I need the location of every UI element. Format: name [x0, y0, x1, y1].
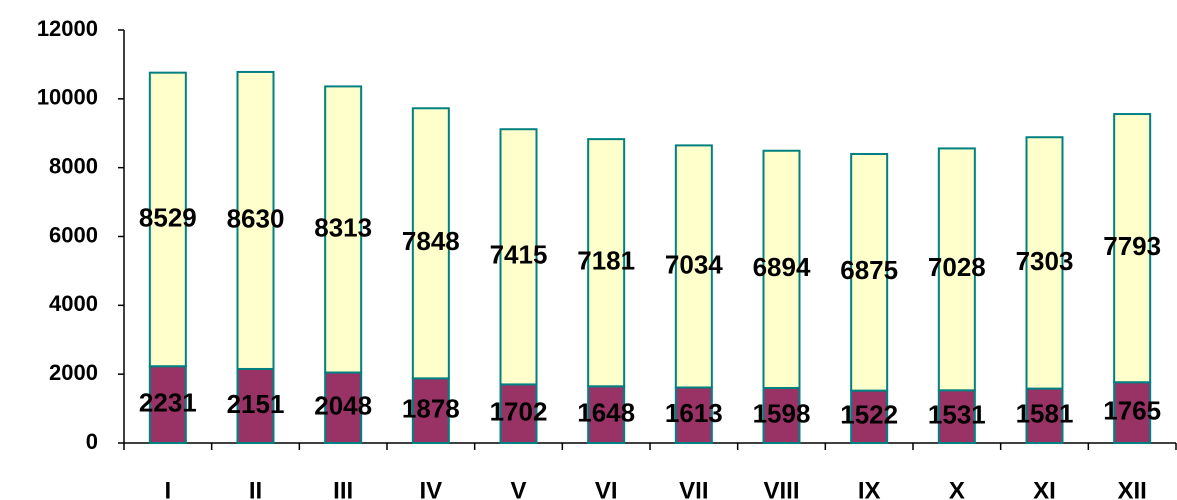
value-label: 8529 — [139, 202, 197, 232]
bar-segment — [587, 138, 626, 388]
bar-segment — [850, 389, 889, 444]
y-tick-label: 6000 — [49, 222, 98, 247]
bar-segment — [937, 147, 976, 392]
y-tick-label: 10000 — [37, 85, 98, 110]
y-tick-label: 4000 — [49, 291, 98, 316]
value-label: 1702 — [490, 397, 548, 427]
bar-segment — [762, 149, 801, 390]
value-label: 2151 — [227, 389, 285, 419]
bar-segment — [762, 387, 801, 444]
value-label: 7793 — [1103, 231, 1161, 261]
value-label: 1648 — [577, 398, 635, 428]
value-label: 7303 — [1016, 246, 1074, 276]
bar-segment — [236, 70, 275, 370]
value-label: 1613 — [665, 398, 723, 428]
value-label: 1598 — [753, 398, 811, 428]
bar-segment — [324, 371, 363, 445]
x-tick-label: II — [249, 477, 262, 500]
bar-segment — [148, 71, 187, 368]
bar-segment — [148, 365, 187, 445]
bar-segment — [587, 385, 626, 445]
bar-segment — [1113, 113, 1152, 384]
bar-segment — [411, 377, 450, 445]
value-label: 8630 — [227, 203, 285, 233]
bar-segment — [411, 107, 450, 380]
x-tick-label: VIII — [763, 477, 799, 500]
value-label: 6875 — [840, 255, 898, 285]
x-tick-label: VI — [595, 477, 618, 500]
value-label: 1878 — [402, 394, 460, 424]
value-label: 7181 — [577, 246, 635, 276]
x-tick-label: III — [333, 477, 353, 500]
x-tick-label: XI — [1033, 477, 1056, 500]
x-tick-label: IV — [419, 477, 442, 500]
value-label: 1531 — [928, 400, 986, 430]
value-label: 8313 — [314, 212, 372, 242]
y-tick-label: 12000 — [37, 16, 98, 41]
bar-segment — [499, 128, 538, 386]
x-tick-label: VII — [679, 477, 708, 500]
y-tick-label: 2000 — [49, 360, 98, 385]
value-label: 1765 — [1103, 396, 1161, 426]
x-tick-label: X — [949, 477, 965, 500]
value-label: 2231 — [139, 387, 197, 417]
bar-segment — [1025, 136, 1064, 390]
bar-segment — [674, 144, 713, 389]
bar-segment — [850, 153, 889, 392]
x-tick-label: XII — [1117, 477, 1146, 500]
bar-segment — [324, 85, 363, 374]
value-label: 7415 — [490, 240, 548, 270]
value-label: 1522 — [840, 400, 898, 430]
bar-segment — [236, 367, 275, 445]
value-label: 7028 — [928, 252, 986, 282]
y-tick-label: 8000 — [49, 153, 98, 178]
value-label: 1581 — [1016, 399, 1074, 429]
x-tick-label: I — [164, 477, 171, 500]
x-tick-label: IX — [858, 477, 881, 500]
y-tick-label: 0 — [86, 429, 98, 454]
value-label: 2048 — [314, 391, 372, 421]
value-label: 7848 — [402, 226, 460, 256]
value-label: 6894 — [753, 252, 811, 282]
value-label: 7034 — [665, 249, 723, 279]
x-tick-label: V — [510, 477, 526, 500]
bar-segment — [499, 383, 538, 444]
bar-segment — [937, 389, 976, 444]
